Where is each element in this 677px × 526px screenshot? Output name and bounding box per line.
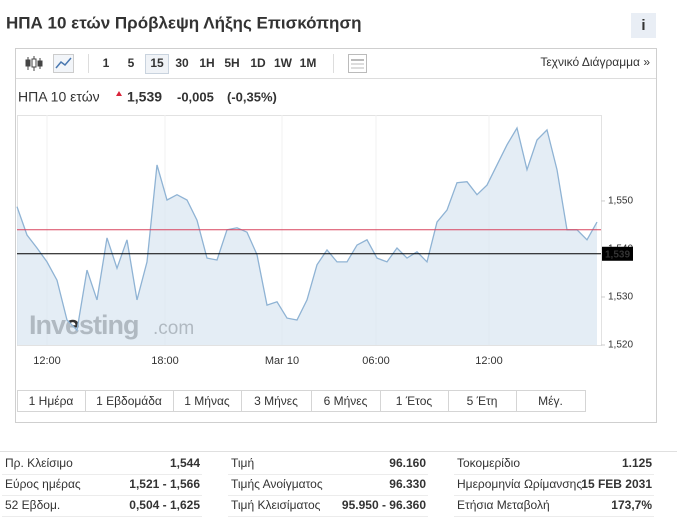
interval-button[interactable]: 1H (199, 56, 214, 70)
stat-value: 96.160 (389, 456, 426, 470)
range-tab-label: 6 Μήνες (324, 394, 368, 408)
stat-label: Ημερομηνία Ωρίμανσης (457, 477, 582, 491)
y-tick-label: 1,520 (608, 340, 633, 351)
x-tick-label: Mar 10 (265, 355, 299, 367)
stat-label: Πρ. Κλείσιμο (5, 456, 73, 470)
y-tick-label: 1,550 (608, 196, 633, 207)
stat-label: Τιμή (231, 456, 254, 470)
interval-button[interactable]: 1M (300, 56, 317, 70)
stat-value: 95.950 - 96.360 (342, 498, 426, 512)
stat-label: Τιμή Κλεισίματος (231, 498, 321, 512)
stat-value: 96.330 (389, 477, 426, 491)
interval-button[interactable]: 30 (175, 56, 189, 70)
stat-label: Τοκομερίδιο (457, 456, 520, 470)
quote-change: -0,005 (177, 89, 214, 104)
info-icon: i (641, 17, 645, 34)
range-tab-label: 5 Έτη (467, 394, 498, 408)
stat-value: 15 FEB 2031 (581, 477, 652, 491)
range-tab-label: 1 Έτος (396, 394, 433, 408)
x-tick-label: 12:00 (33, 355, 61, 367)
area-fill (17, 128, 597, 345)
quote-change-pct: (-0,35%) (227, 89, 277, 104)
candle-icon[interactable] (25, 56, 43, 71)
interval-button[interactable]: 1D (250, 56, 266, 70)
stat-value: 1,544 (170, 456, 200, 470)
stat-label: Τιμής Ανοίγματος (231, 477, 323, 491)
interval-button[interactable]: 1 (103, 56, 110, 70)
range-tab-label: 1 Εβδομάδα (96, 394, 162, 408)
x-tick-label: 18:00 (151, 355, 179, 367)
range-tab-label: 3 Μήνες (254, 394, 298, 408)
stat-label: Ετήσια Μεταβολή (457, 498, 550, 512)
price-tag-label: 1,539 (605, 249, 630, 260)
interval-active-bg (145, 54, 169, 74)
interval-button[interactable]: 15 (150, 56, 164, 70)
interval-button[interactable]: 5H (224, 56, 239, 70)
price-tag (602, 246, 633, 261)
chart-panel (15, 48, 657, 423)
info-button[interactable] (631, 13, 656, 38)
interval-button[interactable]: 5 (128, 56, 135, 70)
quote-name: ΗΠΑ 10 ετών (18, 89, 100, 105)
stat-label: Εύρος ημέρας (5, 477, 81, 491)
range-tab[interactable] (516, 390, 586, 412)
area-icon-line (55, 57, 72, 69)
stat-value: 0,504 - 1,625 (129, 498, 200, 512)
page-title: ΗΠΑ 10 ετών Πρόβλεψη Λήξης Επισκόπηση (6, 13, 361, 32)
stat-value: 1,521 - 1,566 (129, 477, 200, 491)
range-tab-label: 1 Ημέρα (29, 394, 74, 408)
stat-value: 1.125 (622, 456, 652, 470)
range-tab-label: 1 Μήνας (184, 394, 230, 408)
quote-arrow (116, 91, 122, 96)
y-tick-label: 1,530 (608, 292, 633, 303)
tech-chart-link[interactable]: Τεχνικό Διάγραμμα » (540, 55, 650, 69)
quote-price: 1,539 (127, 89, 162, 105)
range-tab-label: Μέγ. (538, 394, 563, 408)
stat-label: 52 Εβδομ. (5, 498, 60, 512)
x-tick-label: 12:00 (475, 355, 503, 367)
x-tick-label: 06:00 (362, 355, 390, 367)
price-line (16, 126, 598, 332)
stat-value: 173,7% (611, 498, 652, 512)
interval-button[interactable]: 1W (274, 56, 293, 70)
